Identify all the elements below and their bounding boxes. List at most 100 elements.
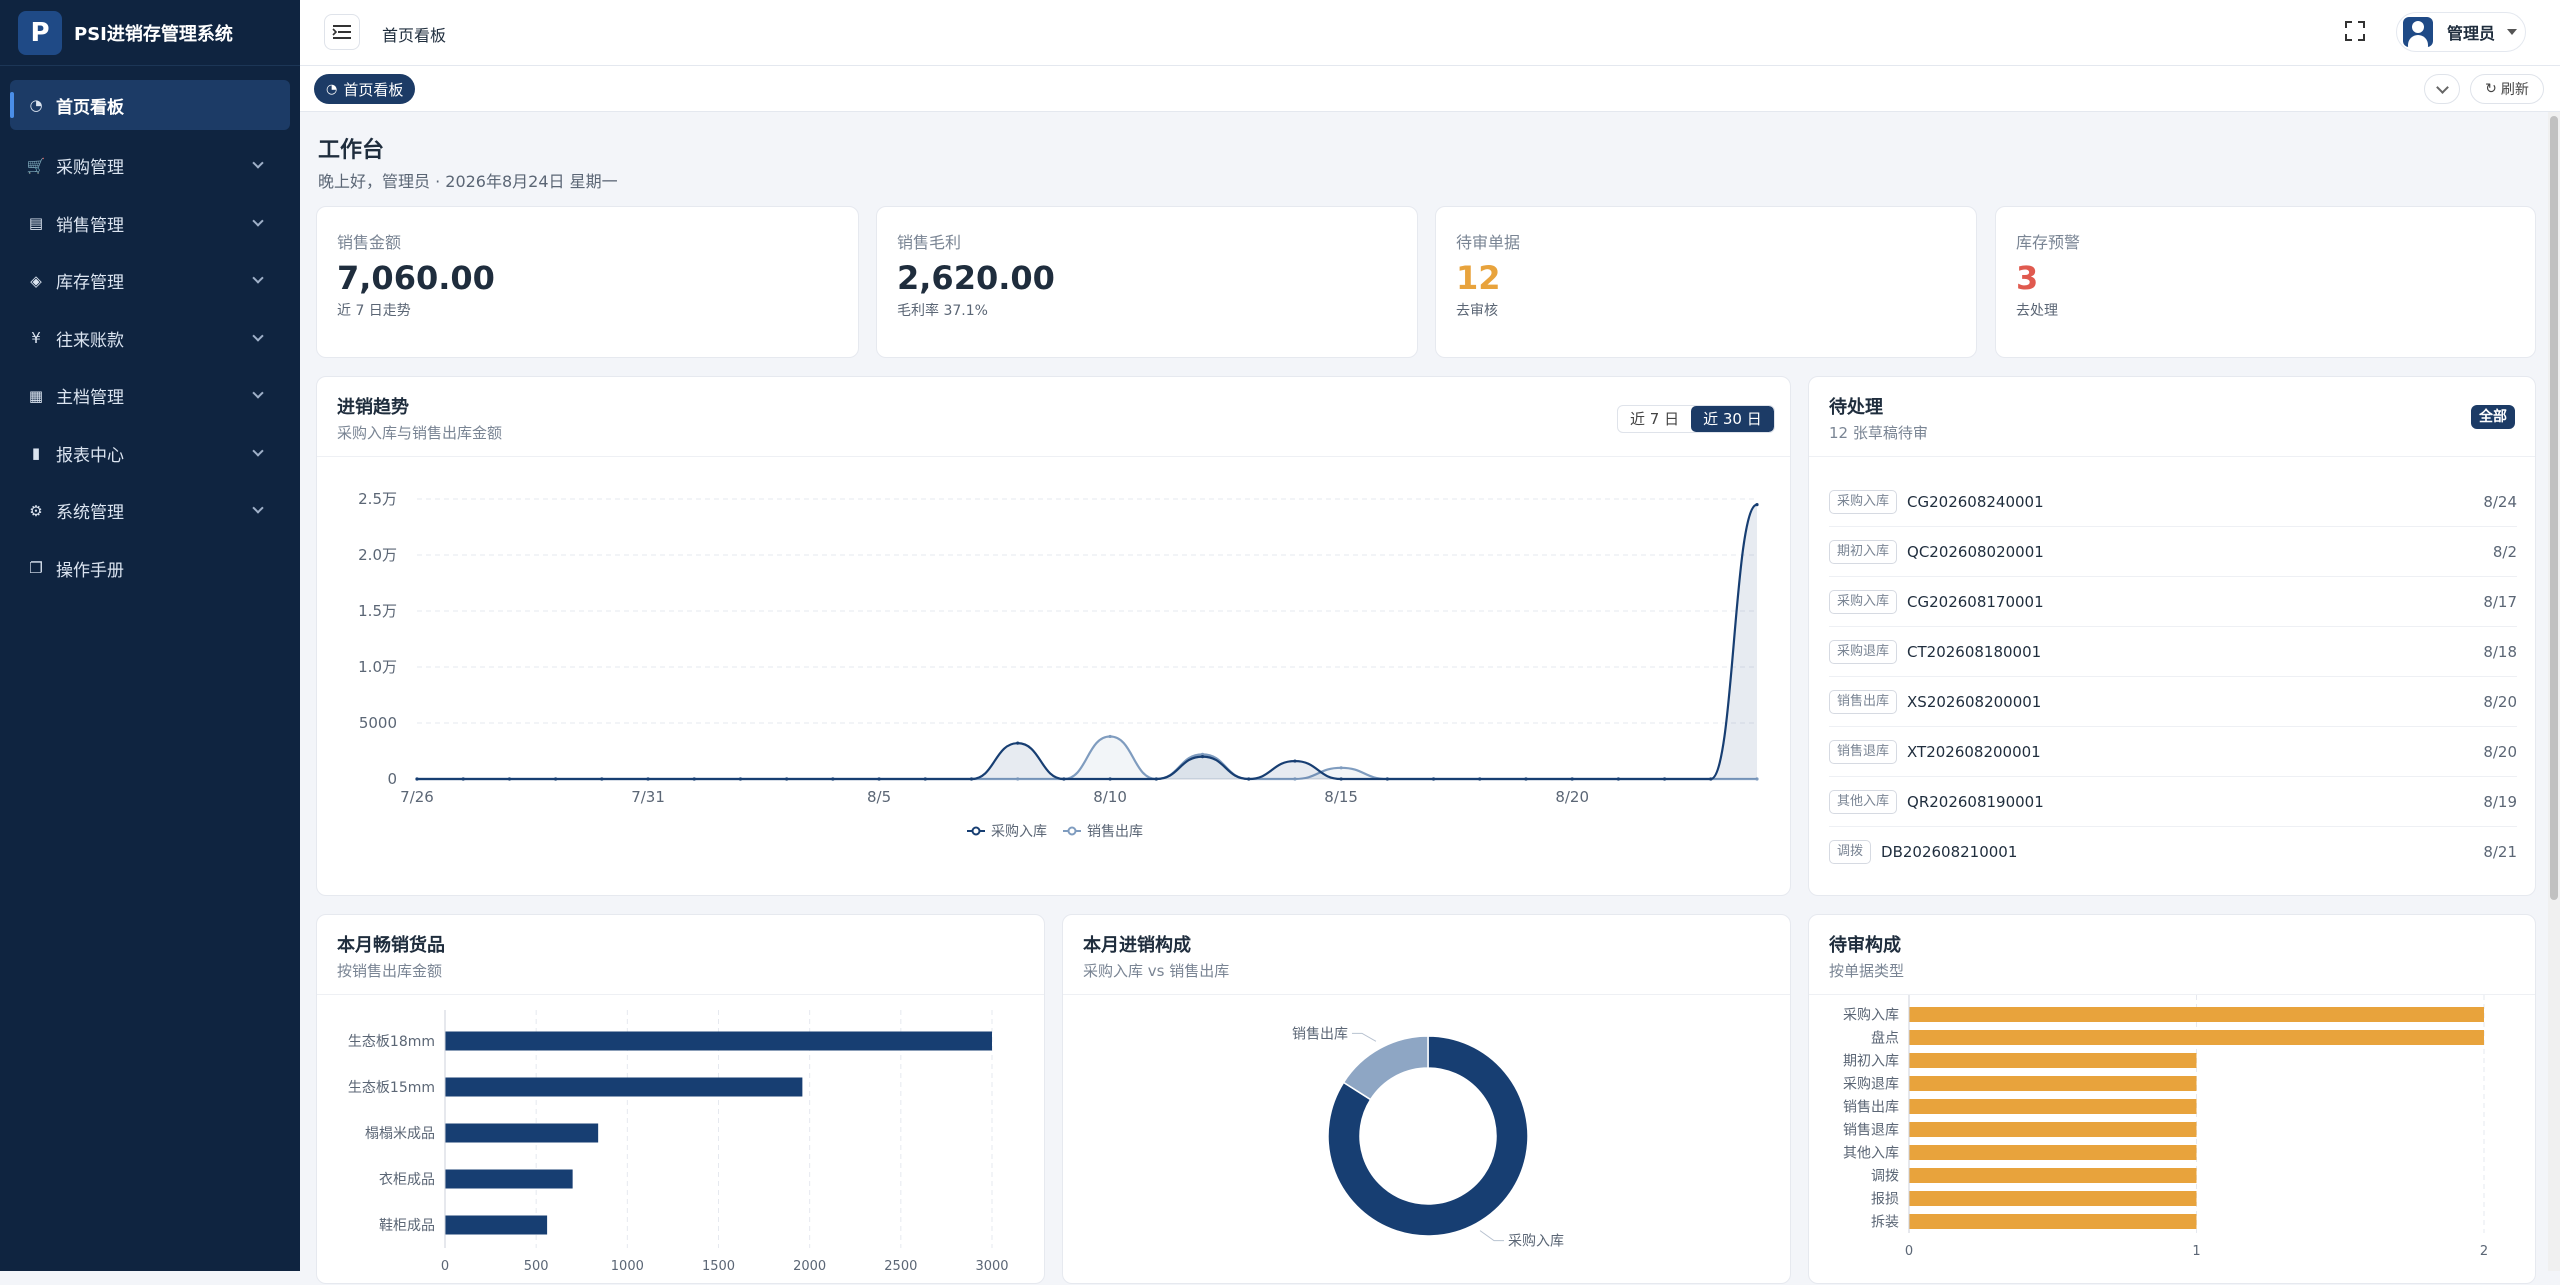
stat-card-sales[interactable]: 销售金额 7,060.00 近 7 日走势 [316, 206, 859, 358]
data-point [1755, 777, 1759, 781]
user-menu[interactable]: 管理员 [2396, 12, 2526, 52]
list-item[interactable]: 采购入库 CG202608170001 8/17 [1829, 577, 2517, 627]
bar [1909, 1030, 2484, 1045]
list-item[interactable]: 销售退库 XT202608200001 8/20 [1829, 727, 2517, 777]
range-30-button[interactable]: 近 30 日 [1691, 406, 1774, 432]
sidebar-item-label: 主档管理 [56, 388, 124, 409]
doc-date: 8/24 [2483, 492, 2517, 511]
bar [445, 1215, 548, 1235]
stat-sub[interactable]: 去处理 [2016, 303, 2058, 319]
card-header: 本月进销构成 采购入库 vs 销售出库 [1063, 915, 1790, 995]
card-title: 待审构成 [1829, 935, 1901, 956]
stat-label: 库存预警 [2016, 233, 2081, 252]
x-tick-label: 8/5 [867, 788, 891, 806]
data-point [1339, 766, 1343, 770]
sidebar-item-master[interactable]: ▦ 主档管理 [0, 367, 300, 425]
x-tick-label: 2500 [884, 1259, 917, 1274]
doc-type-tag: 调拨 [1829, 840, 1872, 864]
data-point [1293, 759, 1297, 763]
doc-number: QR202608190001 [1907, 792, 2044, 811]
data-point [1755, 503, 1759, 507]
bar [1909, 1122, 2197, 1137]
data-point [646, 777, 650, 781]
avatar [2403, 17, 2433, 47]
list-item[interactable]: 其他入库 QR202608190001 8/19 [1829, 777, 2517, 827]
composition-card: 本月进销构成 采购入库 vs 销售出库 采购入库 销售出库 [1062, 914, 1791, 1284]
list-item[interactable]: 采购入库 CG202608240001 8/24 [1829, 477, 2517, 527]
sidebar-item-purchase[interactable]: 🛒 采购管理 [0, 137, 300, 195]
fullscreen-icon[interactable] [2344, 20, 2366, 42]
sidebar-item-manual[interactable]: ❐ 操作手册 [0, 540, 300, 598]
composition-chart: 采购入库 销售出库 [1292, 1026, 1564, 1249]
data-point [1108, 777, 1112, 781]
y-tick-label: 5000 [359, 714, 397, 732]
y-tick-label: 2.0万 [358, 546, 397, 564]
legend-marker [1067, 826, 1077, 836]
category-label: 采购入库 [1843, 1008, 1899, 1024]
bar [445, 1031, 992, 1051]
stat-card-profit[interactable]: 销售毛利 2,620.00 毛利率 37.1% [876, 206, 1418, 358]
category-label: 衣柜成品 [379, 1172, 435, 1188]
sidebar-item-inventory[interactable]: ◈ 库存管理 [0, 252, 300, 310]
category-label: 销售出库 [1843, 1100, 1899, 1116]
data-point [785, 777, 789, 781]
series-line [417, 503, 1758, 781]
list-item[interactable]: 销售出库 XS202608200001 8/20 [1829, 677, 2517, 727]
stat-card-pending[interactable]: 待审单据 12 去审核 [1435, 206, 1977, 358]
legend-marker [971, 826, 981, 836]
view-all-button[interactable]: 全部 [2471, 405, 2515, 429]
todo-list: 采购入库 CG202608240001 8/24 期初入库 QC20260802000… [1829, 477, 2517, 877]
range-7-button[interactable]: 近 7 日 [1630, 410, 1680, 428]
x-tick-label: 7/31 [631, 788, 665, 806]
doc-type-tag: 采购退库 [1829, 639, 1898, 664]
category-label: 盘点 [1871, 1030, 1899, 1047]
doc-date: 8/18 [2483, 642, 2517, 661]
data-point [1385, 777, 1389, 781]
list-item[interactable]: 调拨 DB202608210001 8/21 [1829, 827, 2517, 877]
sidebar-item-dashboard[interactable]: ◔ 首页看板 [10, 80, 290, 130]
data-point [415, 777, 419, 781]
category-label: 鞋柜成品 [379, 1218, 435, 1234]
x-tick-label: 1 [2192, 1244, 2200, 1259]
bar [1909, 1145, 2197, 1160]
y-tick-label: 1.5万 [358, 602, 397, 620]
bar [1909, 1053, 2197, 1068]
sidebar-item-system[interactable]: ⚙ 系统管理 [0, 482, 300, 540]
pending-composition-card: 待审构成 按单据类型 0 1 2 采购入库 盘点 期初入库 采购退库 销售出库 销售退库 其他入库… [1808, 914, 2536, 1284]
data-point [1478, 777, 1482, 781]
data-point [1339, 777, 1343, 781]
card-subtitle: 按销售出库金额 [337, 962, 443, 980]
data-point [969, 777, 974, 781]
stat-sub[interactable]: 去审核 [1456, 303, 1498, 319]
menu-toggle-button[interactable] [324, 14, 360, 50]
list-item[interactable]: 采购退库 CT202608180001 8/18 [1829, 627, 2517, 677]
gear-icon: ⚙ [29, 501, 43, 520]
card-header: 待审构成 按单据类型 [1809, 915, 2535, 995]
scrollbar-thumb[interactable] [2550, 116, 2558, 900]
stat-card-stock-alert[interactable]: 库存预警 3 去处理 [1995, 206, 2536, 358]
chevron-down-icon [252, 444, 264, 457]
data-point [1293, 777, 1297, 781]
tabs-dropdown-button[interactable] [2424, 74, 2460, 104]
data-point [1108, 734, 1112, 739]
breadcrumb: 首页看板 [382, 26, 447, 45]
doc-number: CG202608240001 [1907, 492, 2044, 511]
tab-dashboard[interactable]: ◔ 首页看板 [314, 74, 416, 104]
todo-card: 待处理 12 张草稿待审 全部 采购入库 CG202608240001 8/24 期… [1808, 376, 2536, 896]
sidebar-item-label: 首页看板 [56, 97, 124, 118]
data-point [1616, 777, 1620, 781]
sidebar-item-accounts[interactable]: ¥ 往来账款 [0, 310, 300, 368]
card-title: 待处理 [1829, 397, 1883, 418]
bar [1909, 1007, 2484, 1022]
bar-chart-icon: ▮ [31, 444, 41, 463]
tab-label: 首页看板 [343, 80, 404, 99]
refresh-button[interactable]: ↻ 刷新 [2470, 74, 2544, 104]
stat-label: 待审单据 [1456, 233, 1521, 252]
list-item[interactable]: 期初入库 QC202608020001 8/2 [1829, 527, 2517, 577]
trend-card: 进销趋势 采购入库与销售出库金额 近 7 日 近 30 日 0 5000 1.0万 1… [316, 376, 1791, 896]
data-point [1709, 777, 1713, 781]
sidebar-item-sales[interactable]: ▤ 销售管理 [0, 195, 300, 253]
card-subtitle: 按单据类型 [1829, 962, 1905, 980]
sidebar-item-reports[interactable]: ▮ 报表中心 [0, 425, 300, 483]
doc-type-tag: 销售出库 [1829, 689, 1898, 714]
